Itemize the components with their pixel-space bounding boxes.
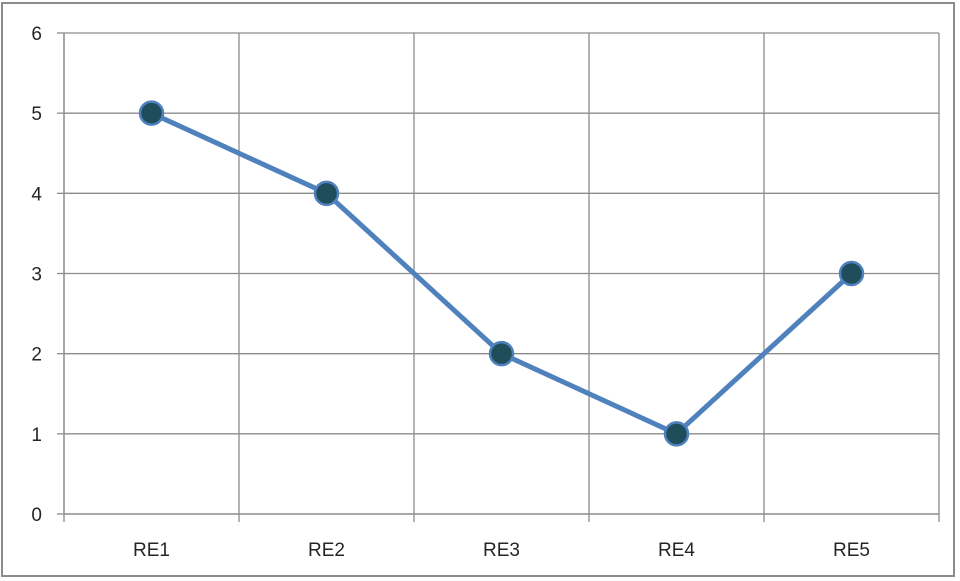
- data-point: [663, 421, 690, 447]
- tick-label-layer: 0 1 2 3 4 5 6 RE1 RE2 RE3 RE4 RE5: [31, 24, 870, 561]
- x-tick-label: RE2: [308, 540, 345, 561]
- data-point: [313, 180, 340, 207]
- grid-layer: [64, 32, 940, 514]
- axis-layer: [57, 32, 940, 522]
- y-tick-label: 5: [31, 104, 42, 125]
- y-tick-label: 0: [31, 505, 42, 526]
- x-tick-label: RE5: [833, 540, 870, 561]
- y-tick-label: 2: [31, 345, 42, 366]
- y-tick-label: 6: [31, 24, 42, 45]
- series-layer: [138, 100, 865, 447]
- data-point: [838, 260, 865, 287]
- x-tick-label: RE1: [133, 540, 170, 561]
- x-tick-label: RE3: [483, 540, 520, 561]
- data-point: [138, 100, 165, 126]
- data-point: [488, 340, 515, 367]
- x-tick-label: RE4: [658, 540, 695, 561]
- y-tick-label: 4: [31, 184, 42, 205]
- y-tick-label: 3: [31, 265, 42, 286]
- y-tick-label: 1: [31, 425, 42, 446]
